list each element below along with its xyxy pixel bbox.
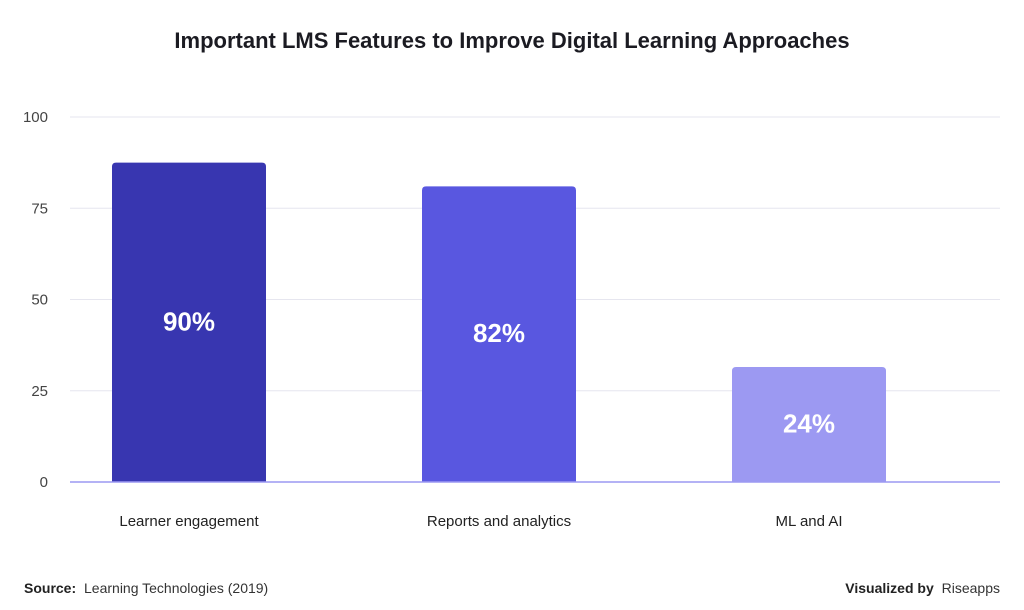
chart-title: Important LMS Features to Improve Digita… bbox=[174, 28, 850, 53]
source-text: Learning Technologies (2019) bbox=[84, 580, 269, 596]
credit-note: Visualized by Riseapps bbox=[845, 580, 1000, 596]
y-tick-label: 75 bbox=[31, 200, 48, 217]
credit-label: Visualized by bbox=[845, 580, 934, 596]
bar bbox=[732, 367, 886, 482]
data-label: 82% bbox=[473, 318, 525, 348]
x-category-label: Reports and analytics bbox=[427, 513, 571, 530]
data-label: 24% bbox=[783, 409, 835, 439]
x-category-label: Learner engagement bbox=[119, 513, 259, 530]
bar bbox=[112, 162, 266, 482]
bar-chart: 0 25 50 75 100 90% Learner engagement 82% Report… bbox=[23, 109, 1000, 530]
y-tick-label: 25 bbox=[31, 383, 48, 400]
source-note: Source: Learning Technologies (2019) bbox=[24, 580, 268, 596]
y-tick-label: 0 bbox=[40, 474, 48, 491]
y-tick-label: 100 bbox=[23, 109, 48, 126]
x-category-label: ML and AI bbox=[776, 513, 843, 530]
bar bbox=[422, 186, 576, 482]
y-tick-label: 50 bbox=[31, 292, 48, 309]
credit-text: Riseapps bbox=[941, 580, 1000, 596]
source-label: Source: bbox=[24, 580, 77, 596]
data-label: 90% bbox=[163, 306, 215, 336]
